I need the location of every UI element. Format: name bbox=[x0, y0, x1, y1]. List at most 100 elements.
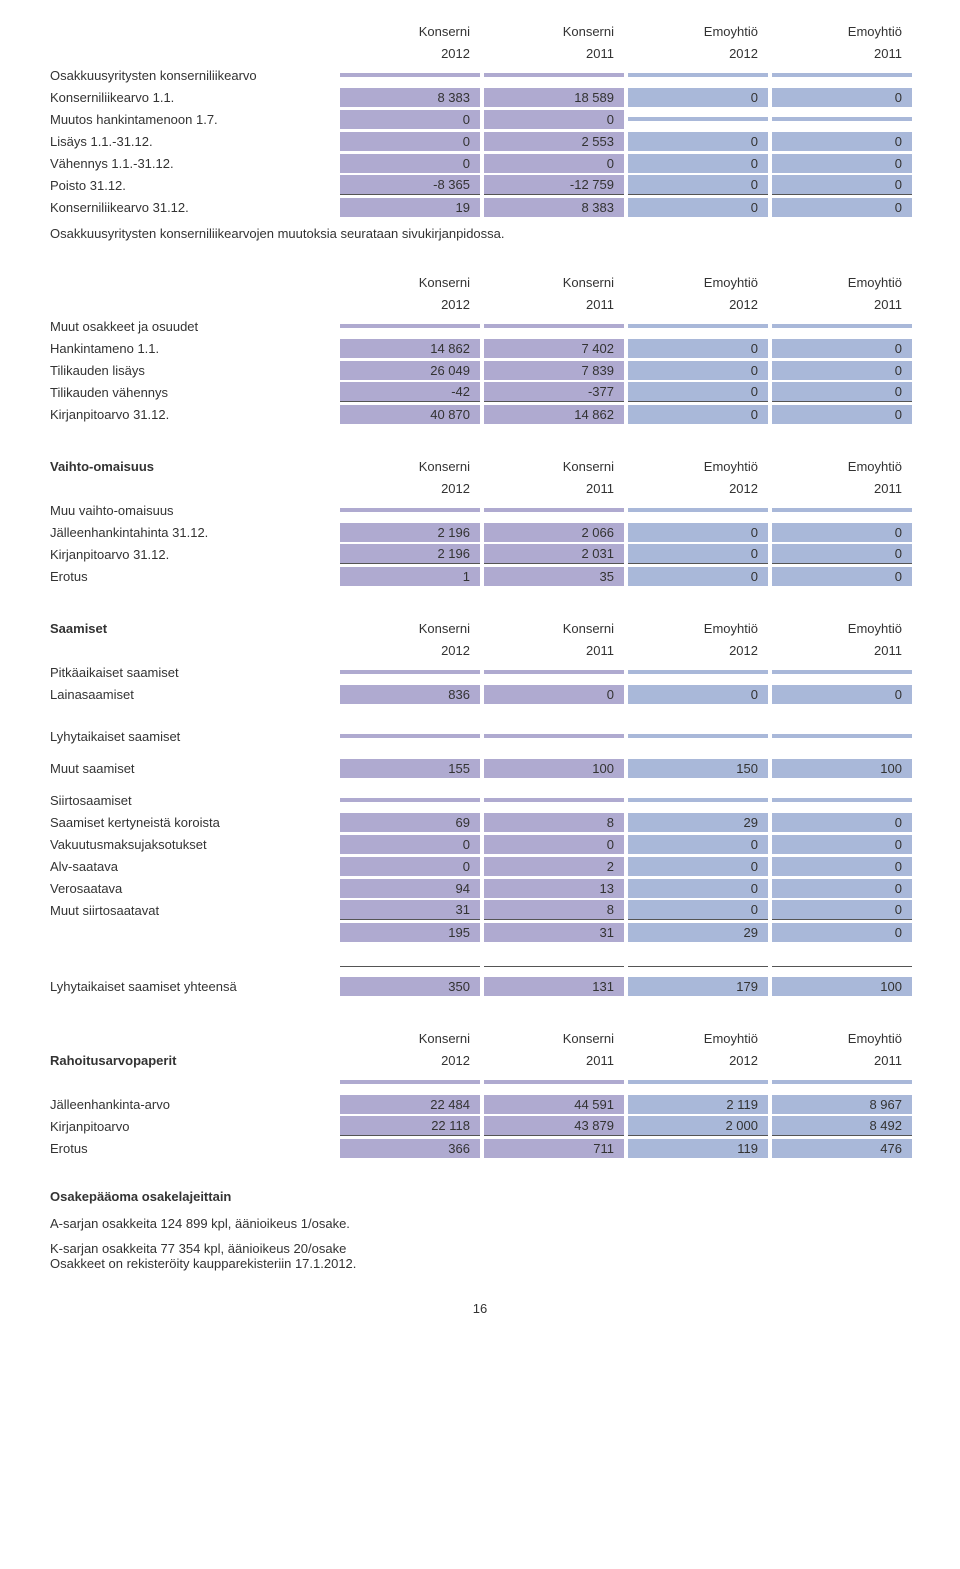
row-label: Kirjanpitoarvo 31.12. bbox=[50, 547, 340, 562]
cell-value: 29 bbox=[628, 923, 768, 942]
cell-value: 0 bbox=[772, 382, 912, 402]
cell-value: 0 bbox=[628, 132, 768, 151]
row-label: Erotus bbox=[50, 1141, 340, 1156]
cell-value: 13 bbox=[484, 879, 624, 898]
header-row: Vaihto-omaisuus Konserni Konserni Emoyht… bbox=[50, 455, 910, 477]
table-row: Verosaatava941300 bbox=[50, 877, 910, 899]
cell-value: 14 862 bbox=[484, 405, 624, 424]
cell-value: -42 bbox=[340, 382, 480, 402]
row-label: Alv-saatava bbox=[50, 859, 340, 874]
row-label: Konserniliikearvo 1.1. bbox=[50, 90, 340, 105]
col-year: 2011 bbox=[484, 44, 624, 63]
cell-value bbox=[628, 117, 768, 121]
table-row: Muutos hankintamenoon 1.7.00 bbox=[50, 108, 910, 130]
table-row: Jälleenhankintahinta 31.12.2 1962 06600 bbox=[50, 521, 910, 543]
col-year: 2012 bbox=[628, 44, 768, 63]
cell-value: 195 bbox=[340, 923, 480, 942]
cell-value: 0 bbox=[772, 900, 912, 920]
section-vaihto-omaisuus: Vaihto-omaisuus Konserni Konserni Emoyht… bbox=[50, 455, 910, 587]
cell-value: 366 bbox=[340, 1139, 480, 1158]
cell-value: 31 bbox=[484, 923, 624, 942]
cell-value: 0 bbox=[772, 198, 912, 217]
cell-value: 476 bbox=[772, 1139, 912, 1158]
cell-value: 0 bbox=[340, 835, 480, 854]
cell-value: 18 589 bbox=[484, 88, 624, 107]
cell-value: 0 bbox=[628, 835, 768, 854]
cell-value: 0 bbox=[772, 88, 912, 107]
section-heading: Vaihto-omaisuus bbox=[50, 459, 340, 474]
table-row: Kirjanpitoarvo 31.12.2 1962 03100 bbox=[50, 543, 910, 565]
section-muut-osakkeet: Konserni Konserni Emoyhtiö Emoyhtiö 2012… bbox=[50, 271, 910, 425]
row-label: Vakuutusmaksujaksotukset bbox=[50, 837, 340, 852]
row-label: Kirjanpitoarvo bbox=[50, 1119, 340, 1134]
section-subtitle: Muu vaihto-omaisuus bbox=[50, 503, 340, 518]
text-line: Osakkeet on rekisteröity kaupparekisteri… bbox=[50, 1256, 910, 1271]
col-header-row-2: 2012 2011 2012 2011 bbox=[50, 293, 910, 315]
table-row: Hankintameno 1.1.14 8627 40200 bbox=[50, 337, 910, 359]
blank-colored-row bbox=[50, 1071, 910, 1093]
cell-value: 14 862 bbox=[340, 339, 480, 358]
col-header: Konserni bbox=[340, 22, 480, 41]
cell-value: 0 bbox=[628, 198, 768, 217]
section-title: Osakepääoma osakelajeittain bbox=[50, 1189, 910, 1204]
table-row: Kirjanpitoarvo 31.12.40 87014 86200 bbox=[50, 403, 910, 425]
cell-value: 19 bbox=[340, 198, 480, 217]
cell-value: 40 870 bbox=[340, 405, 480, 424]
cell-value: 35 bbox=[484, 567, 624, 586]
table-row: 19531290 bbox=[50, 921, 910, 943]
cell-value: 0 bbox=[340, 154, 480, 173]
cell-value: 0 bbox=[772, 879, 912, 898]
col-header: Konserni bbox=[484, 22, 624, 41]
cell-value: 1 bbox=[340, 567, 480, 586]
table-row: Erotus13500 bbox=[50, 565, 910, 587]
table-row: Vähennys 1.1.-31.12.0000 bbox=[50, 152, 910, 174]
cell-value: 0 bbox=[772, 813, 912, 832]
underline-spacer bbox=[50, 953, 910, 975]
cell-value: 44 591 bbox=[484, 1095, 624, 1114]
text-line: A-sarjan osakkeita 124 899 kpl, äänioike… bbox=[50, 1216, 910, 1231]
sub-siirto: Siirtosaamiset bbox=[50, 789, 910, 811]
table-row: Erotus366711119476 bbox=[50, 1137, 910, 1159]
cell-value: 0 bbox=[628, 857, 768, 876]
table-row: Muut siirtosaatavat31800 bbox=[50, 899, 910, 921]
cell-value: 0 bbox=[628, 361, 768, 380]
cell-value: 8 bbox=[484, 813, 624, 832]
row-label: Erotus bbox=[50, 569, 340, 584]
cell-value: 0 bbox=[772, 544, 912, 564]
table-row: Poisto 31.12.-8 365-12 75900 bbox=[50, 174, 910, 196]
cell-value: -12 759 bbox=[484, 175, 624, 195]
section-title: Osakkuusyritysten konserniliikearvo bbox=[50, 68, 340, 83]
cell-value: 0 bbox=[772, 339, 912, 358]
cell-value: 0 bbox=[628, 382, 768, 402]
cell-value: 0 bbox=[772, 361, 912, 380]
subtitle-row: Muu vaihto-omaisuus bbox=[50, 499, 910, 521]
cell-value: 94 bbox=[340, 879, 480, 898]
cell-value: 0 bbox=[484, 154, 624, 173]
cell-value: 0 bbox=[772, 923, 912, 942]
sub-pitkaa: Pitkäaikaiset saamiset bbox=[50, 661, 910, 683]
table-row: Alv-saatava0200 bbox=[50, 855, 910, 877]
table-row: Tilikauden lisäys26 0497 83900 bbox=[50, 359, 910, 381]
cell-value: 2 066 bbox=[484, 523, 624, 542]
cell-value: 8 383 bbox=[340, 88, 480, 107]
cell-value: 69 bbox=[340, 813, 480, 832]
cell-value: 2 000 bbox=[628, 1116, 768, 1136]
text-line: K-sarjan osakkeita 77 354 kpl, äänioikeu… bbox=[50, 1241, 910, 1256]
row-label: Tilikauden vähennys bbox=[50, 385, 340, 400]
section-heading: Rahoitusarvopaperit bbox=[50, 1053, 340, 1068]
cell-value: 0 bbox=[628, 900, 768, 920]
section-konserniliikearvo: Konserni Konserni Emoyhtiö Emoyhtiö 2012… bbox=[50, 20, 910, 241]
col-header-row-1: Konserni Konserni Emoyhtiö Emoyhtiö bbox=[50, 20, 910, 42]
table-row-total: Lyhytaikaiset saamiset yhteensä 350 131 … bbox=[50, 975, 910, 997]
cell-value: 0 bbox=[772, 154, 912, 173]
cell-value: 0 bbox=[340, 110, 480, 129]
cell-value bbox=[772, 117, 912, 121]
cell-value: 0 bbox=[772, 175, 912, 195]
cell-value: 0 bbox=[484, 835, 624, 854]
page-number: 16 bbox=[50, 1301, 910, 1316]
row-label: Jälleenhankintahinta 31.12. bbox=[50, 525, 340, 540]
row-label: Muut siirtosaatavat bbox=[50, 903, 340, 918]
cell-value: 22 118 bbox=[340, 1116, 480, 1136]
cell-value: 0 bbox=[340, 132, 480, 151]
cell-value: 0 bbox=[484, 110, 624, 129]
